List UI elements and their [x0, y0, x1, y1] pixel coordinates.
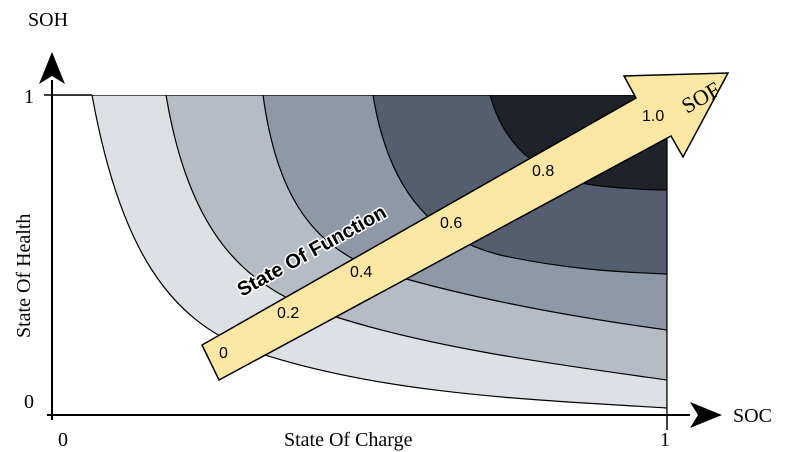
x-axis-symbol: SOC [733, 405, 772, 427]
sof-tick-0: 0 [219, 345, 228, 362]
x-tick-left: 0 [58, 429, 68, 451]
y-tick-top: 1 [24, 86, 34, 108]
y-axis-title: State Of Health [13, 214, 35, 338]
x-axis-arrowhead [690, 402, 722, 428]
sof-tick-0.2: 0.2 [277, 305, 299, 322]
sof-tick-0.4: 0.4 [350, 264, 372, 281]
x-axis-title: State Of Charge [284, 429, 413, 451]
y-axis-symbol: SOH [28, 9, 68, 31]
x-tick-right: 1 [660, 429, 670, 451]
sof-arrow-shape [201, 72, 730, 382]
axes [39, 52, 722, 430]
sof-tick-0.6: 0.6 [440, 215, 462, 232]
sof-tick-1.0: 1.0 [642, 108, 664, 125]
sof-tick-0.8: 0.8 [532, 163, 554, 180]
y-axis-arrowhead [39, 52, 65, 84]
y-tick-bottom: 0 [24, 391, 34, 413]
